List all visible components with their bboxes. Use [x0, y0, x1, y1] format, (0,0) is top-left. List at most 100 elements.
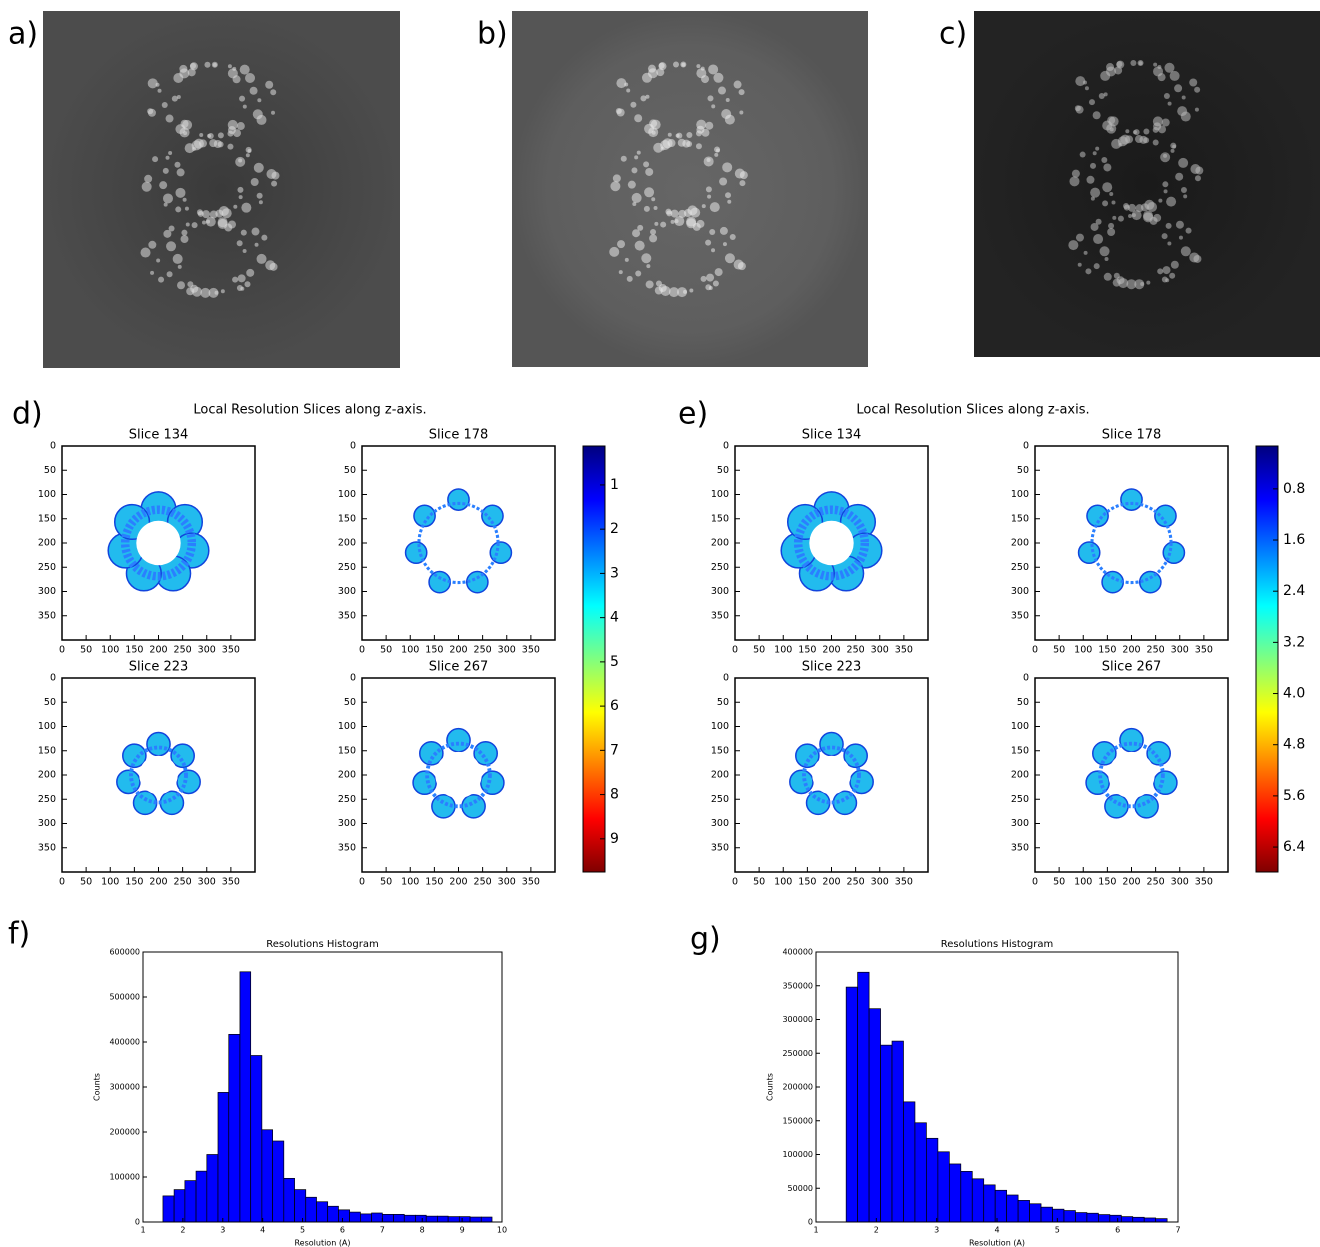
y-tick-label: 50000 — [788, 1184, 813, 1193]
density — [722, 242, 727, 247]
y-tick-label: 200 — [38, 770, 56, 781]
density — [725, 192, 732, 199]
x-tick-label: 8 — [420, 1226, 425, 1235]
density — [1095, 218, 1102, 225]
density — [1109, 127, 1114, 132]
bar — [261, 1129, 273, 1223]
x-tick-label: 0 — [359, 645, 365, 656]
y-tick-label: 100 — [1011, 489, 1029, 500]
x-tick-label: 350 — [522, 877, 540, 888]
density — [660, 285, 671, 296]
x-tick-label: 150 — [1098, 877, 1116, 888]
y-tick-label: 250 — [711, 794, 729, 805]
density — [238, 158, 243, 163]
density — [182, 119, 193, 130]
density — [191, 286, 202, 297]
density — [140, 247, 151, 258]
density — [155, 82, 160, 87]
density — [1131, 213, 1136, 218]
density — [202, 220, 207, 225]
y-tick-label: 200 — [711, 538, 729, 549]
density — [1158, 198, 1163, 203]
ring-lobe — [489, 541, 513, 565]
panel-label: e) — [678, 397, 708, 432]
density — [189, 62, 198, 71]
density — [717, 86, 726, 95]
x-tick-label: 250 — [174, 645, 192, 656]
panel-label: g) — [690, 922, 721, 957]
density — [670, 209, 679, 218]
density — [209, 210, 218, 219]
density — [1167, 101, 1172, 106]
density — [713, 72, 724, 83]
density — [158, 276, 165, 283]
density — [214, 290, 219, 295]
density — [701, 204, 706, 209]
bar — [880, 1044, 893, 1223]
density — [206, 219, 211, 224]
density — [1135, 204, 1144, 213]
density — [256, 253, 267, 264]
density — [221, 208, 232, 219]
bar — [1155, 1218, 1168, 1223]
bar — [480, 1216, 493, 1223]
density — [239, 95, 246, 102]
density — [159, 181, 168, 190]
bar — [228, 1033, 241, 1223]
density — [238, 195, 243, 200]
x-tick-label: 150 — [425, 645, 443, 656]
density — [251, 227, 260, 236]
colorbar-tick-label: 1 — [610, 477, 619, 493]
x-tick-label: 4 — [994, 1226, 999, 1235]
density — [1092, 111, 1101, 120]
density — [1157, 268, 1164, 275]
density — [711, 104, 716, 109]
density — [644, 187, 655, 198]
bar — [360, 1213, 372, 1223]
density — [1128, 214, 1133, 219]
bar — [891, 1040, 904, 1223]
subplot-title: Slice 223 — [129, 660, 189, 675]
bar — [857, 971, 870, 1223]
density — [254, 242, 259, 247]
density — [1099, 246, 1110, 257]
ring-lobe — [116, 769, 141, 795]
density — [658, 62, 667, 71]
density — [168, 225, 175, 232]
y-tick-label: 150 — [338, 745, 356, 756]
x-tick-label: 350 — [222, 877, 240, 888]
bar — [971, 1178, 985, 1223]
x-tick-label: 150 — [425, 877, 443, 888]
bar — [294, 1189, 307, 1223]
density — [183, 131, 188, 136]
y-tick-label: 50 — [717, 697, 729, 708]
ring-hole — [812, 755, 851, 795]
colorbar-tick-label: 2.4 — [1283, 583, 1305, 599]
y-tick-label: 50 — [717, 465, 729, 476]
x-tick-label: 150 — [798, 877, 816, 888]
colorbar-tick-label: 5 — [610, 654, 619, 670]
density — [654, 221, 659, 226]
density — [242, 248, 247, 253]
ring-lobe — [446, 727, 471, 753]
density — [636, 150, 641, 155]
x-tick-label: 50 — [380, 645, 392, 656]
density — [677, 287, 688, 298]
bar — [469, 1216, 482, 1223]
density — [616, 108, 625, 117]
ring-lobe — [849, 769, 874, 795]
density — [1165, 222, 1172, 229]
density — [237, 274, 246, 283]
density — [725, 98, 730, 102]
density — [1162, 181, 1169, 188]
subplot-title: Slice 267 — [1102, 660, 1162, 675]
panel-label: b) — [477, 17, 508, 52]
density — [635, 270, 642, 277]
density — [192, 146, 197, 151]
density — [1098, 92, 1105, 99]
density — [739, 110, 744, 115]
density — [1120, 134, 1131, 145]
density — [618, 270, 623, 275]
bar — [1143, 1217, 1157, 1223]
